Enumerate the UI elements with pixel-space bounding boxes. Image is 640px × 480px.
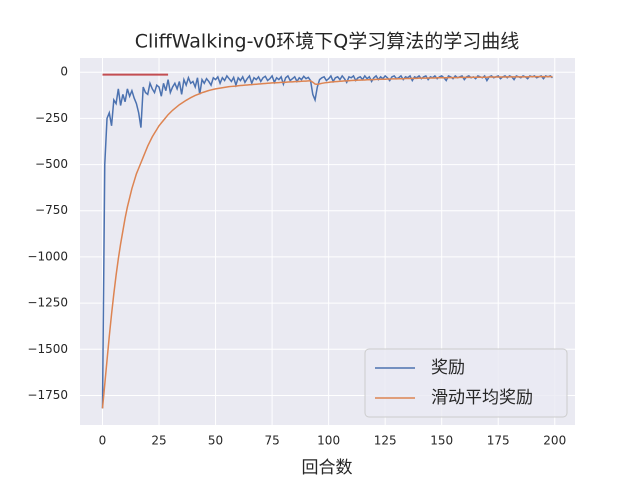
y-tick-label: −500 [35, 157, 68, 171]
y-tick-label: −1000 [27, 249, 68, 263]
y-tick-label: −250 [35, 111, 68, 125]
y-tick-label: −1250 [27, 296, 68, 310]
x-tick-label: 150 [430, 434, 453, 448]
y-tick-label: −1500 [27, 342, 68, 356]
x-tick-label: 175 [487, 434, 510, 448]
x-tick-label: 50 [208, 434, 223, 448]
legend-label: 奖励 [431, 358, 465, 378]
chart-title: CliffWalking-v0环境下Q学习算法的学习曲线 [135, 31, 519, 53]
series-line [101, 75, 553, 409]
x-tick-label: 125 [374, 434, 397, 448]
y-tick-label: 0 [60, 65, 68, 79]
x-tick-label: 0 [99, 434, 107, 448]
series-line [101, 74, 553, 409]
x-tick-label: 200 [543, 434, 566, 448]
y-tick-label: −1750 [27, 388, 68, 402]
legend-box [364, 348, 568, 418]
legend-label: 滑动平均奖励 [431, 388, 533, 408]
y-tick-label: −750 [35, 203, 68, 217]
x-tick-label: 75 [264, 434, 279, 448]
x-tick-label: 25 [151, 434, 166, 448]
x-tick-label: 100 [317, 434, 340, 448]
x-axis-label: 回合数 [302, 458, 353, 478]
